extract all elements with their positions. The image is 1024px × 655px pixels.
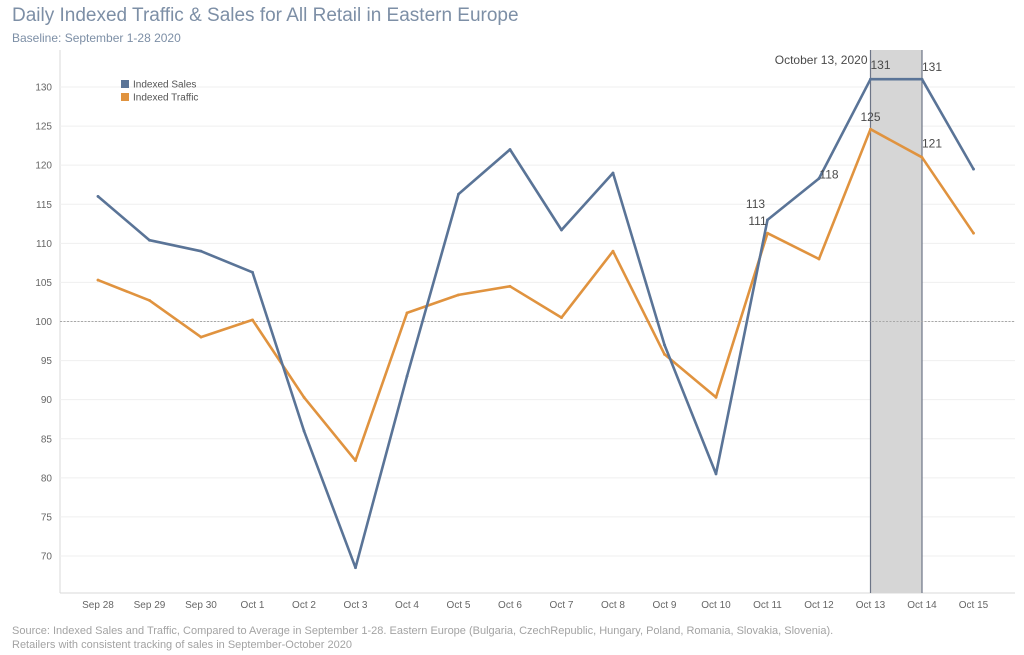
x-tick-label: Oct 7 <box>550 600 574 611</box>
x-tick-label: Sep 30 <box>185 600 217 611</box>
indexed-sales-point <box>869 77 872 81</box>
y-tick-label: 95 <box>41 356 53 367</box>
indexed-sales-point <box>766 218 769 222</box>
indexed-traffic-point <box>560 316 563 319</box>
indexed-traffic-line <box>96 127 975 462</box>
x-tick-label: Oct 4 <box>395 600 419 611</box>
legend-swatch <box>121 80 129 88</box>
indexed-sales-point <box>920 77 924 81</box>
source-line-2: Retailers with consistent tracking of sa… <box>12 639 352 651</box>
legend-swatch <box>121 93 129 101</box>
y-tick-label: 125 <box>35 122 52 133</box>
x-tick-label: Oct 15 <box>959 600 989 611</box>
x-tick-label: Oct 13 <box>856 600 886 611</box>
y-tick-label: 75 <box>41 512 53 523</box>
x-tick-label: Oct 12 <box>804 600 834 611</box>
data-label: 121 <box>922 136 942 150</box>
x-tick-label: Oct 9 <box>653 600 677 611</box>
x-tick-label: Oct 8 <box>601 600 625 611</box>
indexed-traffic-point <box>972 231 975 235</box>
x-tick-label: Oct 11 <box>753 600 782 611</box>
y-tick-label: 115 <box>36 200 52 211</box>
indexed-traffic-point <box>457 293 460 297</box>
indexed-sales-point <box>96 195 100 198</box>
legend-label: Indexed Traffic <box>133 93 198 104</box>
indexed-sales-point <box>560 228 563 232</box>
indexed-traffic-point <box>199 335 203 339</box>
indexed-traffic-point <box>508 284 512 288</box>
x-tick-label: Oct 5 <box>447 600 471 611</box>
x-tick-label: Sep 28 <box>82 600 114 611</box>
indexed-sales-point <box>508 148 512 151</box>
highlight-label: October 13, 2020 <box>775 53 868 67</box>
data-label: 113 <box>746 197 765 211</box>
indexed-traffic-point <box>354 459 357 463</box>
indexed-sales-point <box>714 472 718 476</box>
indexed-sales-point <box>457 192 460 196</box>
indexed-sales-point <box>817 177 821 180</box>
indexed-sales-point <box>663 343 666 347</box>
data-label: 118 <box>819 167 838 181</box>
indexed-sales-point <box>405 374 409 378</box>
indexed-sales-line <box>96 77 975 570</box>
indexed-traffic-point <box>817 257 821 261</box>
source-line-1: Source: Indexed Sales and Traffic, Compa… <box>12 625 834 637</box>
indexed-traffic-point <box>766 231 769 235</box>
source-note: Source: Indexed Sales and Traffic, Compa… <box>12 624 833 652</box>
data-label: 125 <box>860 110 880 124</box>
indexed-traffic-point <box>251 318 254 322</box>
x-tick-label: Oct 10 <box>701 600 731 611</box>
indexed-traffic-point <box>302 395 306 399</box>
indexed-sales-point <box>251 270 254 274</box>
y-tick-label: 130 <box>35 83 52 94</box>
chart-title: Daily Indexed Traffic & Sales for All Re… <box>12 5 519 26</box>
indexed-sales-point <box>972 167 975 171</box>
x-tick-label: Oct 14 <box>907 600 937 611</box>
chart-subtitle: Baseline: September 1-28 2020 <box>12 31 181 45</box>
y-tick-label: 120 <box>35 161 52 172</box>
indexed-sales-point <box>611 171 615 175</box>
x-tick-label: Sep 29 <box>134 600 166 611</box>
y-tick-label: 70 <box>41 552 53 563</box>
data-label: 131 <box>922 60 942 74</box>
x-tick-label: Oct 2 <box>292 600 316 611</box>
data-label: 131 <box>870 58 890 72</box>
legend-label: Indexed Sales <box>133 80 196 91</box>
x-tick-label: Oct 1 <box>241 600 265 611</box>
indexed-traffic-point <box>920 155 924 159</box>
indexed-traffic-point <box>611 249 615 253</box>
indexed-traffic-point <box>869 127 872 131</box>
indexed-sales-point <box>199 249 203 253</box>
y-tick-label: 105 <box>35 278 52 289</box>
indexed-sales-point <box>148 238 151 242</box>
y-tick-label: 110 <box>36 239 52 250</box>
x-tick-label: Oct 6 <box>498 600 522 611</box>
indexed-traffic-point <box>148 298 151 302</box>
indexed-sales-point <box>302 429 306 433</box>
indexed-traffic-point <box>714 395 718 399</box>
y-tick-label: 90 <box>41 395 53 406</box>
data-label: 111 <box>748 214 767 228</box>
indexed-sales-point <box>354 566 357 570</box>
y-tick-label: 85 <box>41 434 53 445</box>
y-tick-label: 80 <box>41 473 53 484</box>
x-tick-label: Oct 3 <box>344 600 368 611</box>
indexed-traffic-point <box>663 352 666 356</box>
indexed-traffic-point <box>96 278 100 282</box>
y-tick-label: 100 <box>35 317 52 328</box>
indexed-traffic-point <box>405 311 409 315</box>
